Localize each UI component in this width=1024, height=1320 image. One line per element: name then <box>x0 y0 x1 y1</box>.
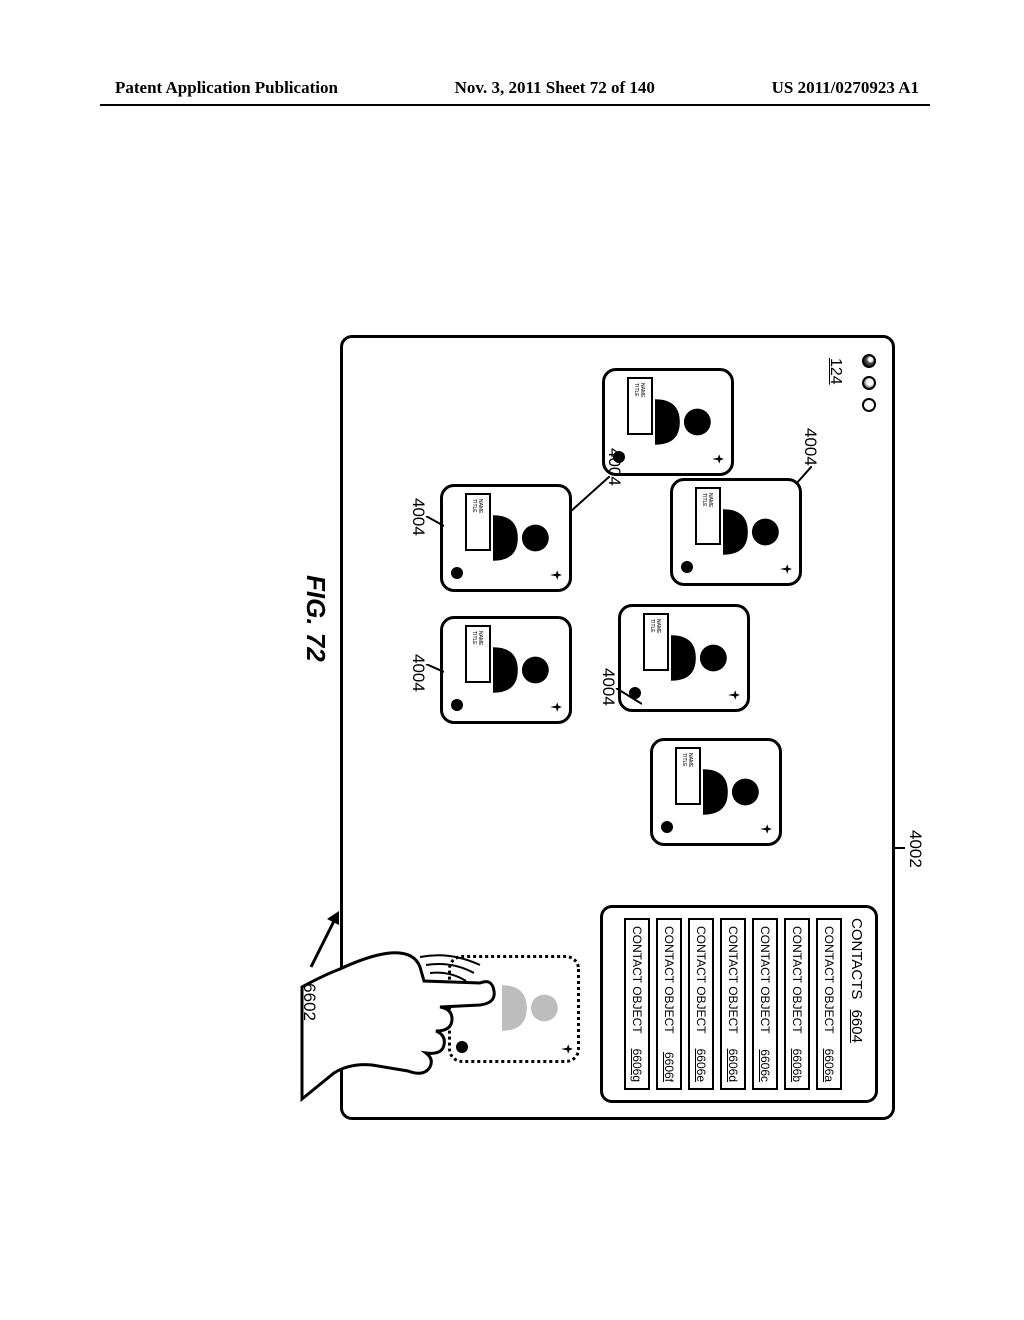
callout-4002: 4002 <box>905 830 925 868</box>
contact-object-row[interactable]: CONTACT OBJECT6606g <box>624 918 650 1090</box>
header-right: US 2011/0270923 A1 <box>772 78 919 98</box>
contacts-panel: CONTACTS 6604 CONTACT OBJECT6606a CONTAC… <box>600 905 878 1103</box>
pushpin-icon <box>551 569 563 581</box>
contact-card[interactable]: NAMETITLE <box>670 478 802 586</box>
avatar-icon <box>493 639 555 701</box>
contact-object-row[interactable]: CONTACT OBJECT6606b <box>784 918 810 1090</box>
lead-line <box>568 476 610 516</box>
contact-card[interactable]: NAMETITLE <box>440 484 572 592</box>
lead-line <box>424 516 444 530</box>
pushpin-icon <box>713 453 725 465</box>
status-dot-icon <box>661 821 673 833</box>
avatar-icon <box>671 627 733 689</box>
header-left: Patent Application Publication <box>115 78 338 98</box>
avatar-icon <box>493 507 555 569</box>
avatar-icon <box>723 501 785 563</box>
pushpin-icon <box>781 563 793 575</box>
callout-6602: 6602 <box>299 983 319 1021</box>
pushpin-icon <box>761 823 773 835</box>
card-name-tag: NAMETITLE <box>675 747 701 805</box>
header-rule <box>100 104 930 106</box>
avatar-icon <box>703 761 765 823</box>
lead-line <box>794 466 812 486</box>
card-title: TITLE <box>633 383 639 429</box>
page-header: Patent Application Publication Nov. 3, 2… <box>0 78 1024 98</box>
contact-object-row[interactable]: CONTACT OBJECT6606f <box>656 918 682 1090</box>
figure-caption: FIG. 72 <box>300 575 331 662</box>
card-name-tag: NAMETITLE <box>695 487 721 545</box>
callout-4004: 4004 <box>800 428 820 466</box>
panel-title-text: CONTACTS <box>848 918 865 999</box>
status-dot-icon <box>451 699 463 711</box>
pushpin-icon <box>729 689 741 701</box>
avatar-icon <box>655 391 717 453</box>
card-name-tag: NAMETITLE <box>465 493 491 551</box>
card-name-tag: NAMETITLE <box>465 625 491 683</box>
panel-title-ref: 6604 <box>848 1010 865 1043</box>
panel-title: CONTACTS 6604 <box>848 918 865 1090</box>
card-name-tag: NAME TITLE <box>627 377 653 435</box>
status-dot-icon <box>451 567 463 579</box>
lead-line <box>614 688 642 708</box>
contact-card[interactable]: NAMETITLE <box>650 738 782 846</box>
pushpin-icon <box>551 701 563 713</box>
pushpin-icon <box>562 1043 574 1055</box>
contact-object-row[interactable]: CONTACT OBJECT6606e <box>688 918 714 1090</box>
card-name-tag: NAMETITLE <box>643 613 669 671</box>
contact-object-row[interactable]: CONTACT OBJECT6606a <box>816 918 842 1090</box>
lead-line <box>424 664 444 678</box>
arrow-6602 <box>301 909 341 979</box>
canvas-area[interactable]: NAME TITLE NAMETITLE NAMETITLE <box>350 348 882 903</box>
contact-card[interactable]: NAMETITLE <box>440 616 572 724</box>
header-center: Nov. 3, 2011 Sheet 72 of 140 <box>455 78 655 98</box>
app-window: 124 NAME TITLE NAMET <box>340 335 895 1120</box>
patent-page: Patent Application Publication Nov. 3, 2… <box>0 0 1024 1320</box>
status-dot-icon <box>681 561 693 573</box>
figure-72: 4002 124 NAME TITLE <box>85 335 895 925</box>
card-name: NAME <box>639 383 645 429</box>
contact-object-row[interactable]: CONTACT OBJECT6606d <box>720 918 746 1090</box>
contact-object-row[interactable]: CONTACT OBJECT6606c <box>752 918 778 1090</box>
avatar-icon <box>502 977 564 1039</box>
